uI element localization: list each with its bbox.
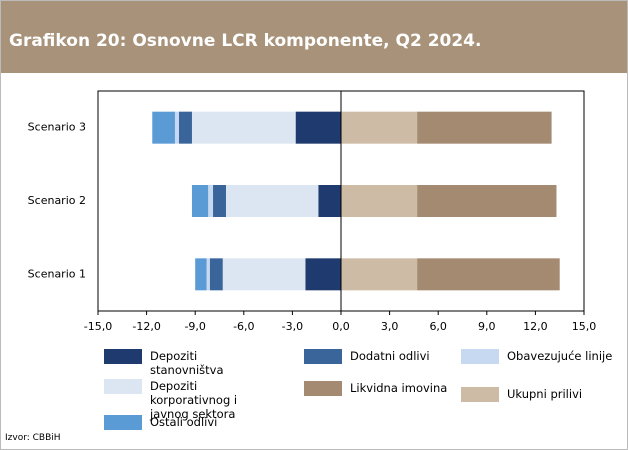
legend-swatch (304, 349, 342, 364)
bar-segment (341, 185, 418, 217)
bar-segment (174, 111, 179, 144)
legend-swatch (104, 349, 142, 364)
legend-label: Likvidna imovina (350, 381, 448, 395)
x-tick-label: -15,0 (84, 320, 112, 333)
chart-title: Grafikon 20: Osnovne LCR komponente, Q2 … (9, 31, 482, 51)
legend-label: Ostali odlivi (150, 415, 218, 429)
bar-segment (195, 258, 207, 291)
bar-segment (213, 185, 226, 217)
x-tick-label: 12,0 (523, 320, 548, 333)
bar-segment (417, 111, 552, 144)
bar-segment (179, 111, 192, 144)
bar-segment (191, 185, 209, 217)
bar-segment (152, 111, 175, 144)
x-tick-label: -6,0 (233, 320, 254, 333)
legend-label: Depoziti stanovništva (150, 349, 224, 377)
legend-label: Obavezujuće linije (507, 349, 613, 363)
x-tick-label: -9,0 (184, 320, 205, 333)
x-tick-label: -3,0 (282, 320, 303, 333)
x-tick-label: 3,0 (381, 320, 399, 333)
legend-swatch (461, 349, 499, 364)
bar-segment (208, 185, 214, 217)
x-tick-label: -12,0 (132, 320, 160, 333)
y-tick-label: Scenario 2 (28, 194, 86, 207)
bar-segment (225, 185, 319, 217)
x-tick-label: 6,0 (429, 320, 447, 333)
bar-segment (341, 258, 418, 291)
legend-swatch (104, 379, 142, 394)
legend-swatch (461, 387, 499, 402)
bar-segment (191, 111, 296, 144)
bar-segment (417, 185, 557, 217)
legend-swatch (104, 415, 142, 430)
source: Izvor: CBBiH (5, 433, 61, 443)
legend-label: Dodatni odlivi (350, 349, 430, 363)
header: Grafikon 20: Osnovne LCR komponente, Q2 … (1, 1, 627, 73)
bar-segment (209, 258, 223, 291)
legend-label: Ukupni prilivi (507, 387, 583, 401)
y-tick-label: Scenario 3 (28, 121, 86, 134)
bar-segment (341, 111, 418, 144)
bar-segment (417, 258, 560, 291)
legend-swatch (304, 381, 342, 396)
bar-segment (222, 258, 306, 291)
x-tick-label: 9,0 (478, 320, 496, 333)
bar-segment (295, 111, 341, 144)
x-tick-label: 15,0 (572, 320, 597, 333)
y-tick-label: Scenario 1 (28, 267, 86, 280)
bar-segment (206, 258, 210, 291)
legend-label: Depoziti korporativnog i javnog sektora (150, 379, 238, 421)
bar-segment (318, 185, 341, 217)
bar-segment (305, 258, 341, 291)
x-tick-label: 0,0 (332, 320, 350, 333)
